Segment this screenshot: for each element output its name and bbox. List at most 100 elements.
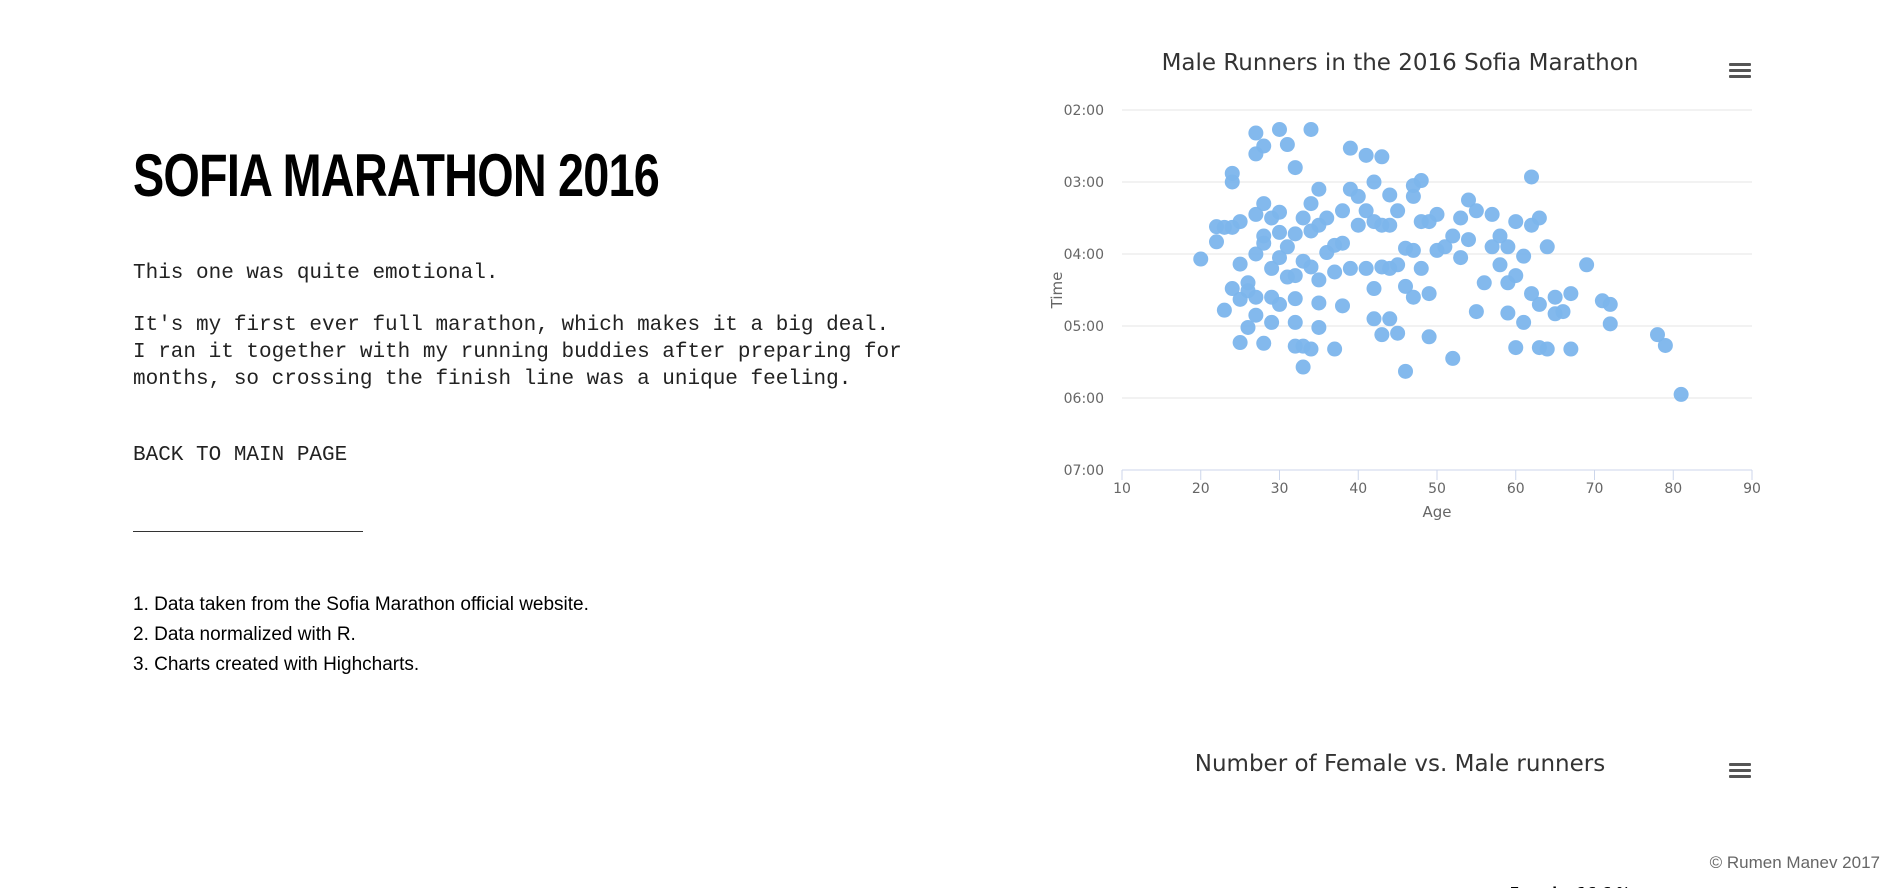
scatter-point [1272, 204, 1287, 220]
scatter-point [1602, 296, 1618, 312]
scatter-point [1405, 289, 1421, 305]
scatter-point [1390, 203, 1406, 219]
scatter-point [1476, 275, 1492, 291]
scatter-point [1256, 335, 1272, 351]
scatter-point [1508, 340, 1524, 356]
scatter-point [1413, 173, 1429, 189]
note-item: 1. Data taken from the Sofia Marathon of… [133, 594, 589, 615]
scatter-point [1539, 341, 1555, 357]
scatter-point [1232, 214, 1248, 230]
y-tick-label: 05:00 [1064, 319, 1104, 335]
scatter-point [1484, 239, 1500, 255]
scatter-point [1311, 295, 1327, 311]
scatter-point [1224, 281, 1240, 297]
scatter-point [1327, 264, 1343, 280]
scatter-point [1335, 235, 1350, 251]
scatter-point [1390, 325, 1406, 341]
x-tick-label: 20 [1192, 481, 1210, 497]
scatter-point [1492, 228, 1508, 244]
scatter-point [1508, 214, 1524, 230]
scatter-point [1335, 203, 1350, 219]
scatter-point [1421, 286, 1437, 302]
scatter-point [1287, 314, 1303, 330]
scatter-point [1366, 174, 1382, 190]
scatter-point [1531, 210, 1547, 226]
scatter-point [1524, 286, 1539, 302]
scatter-point [1390, 257, 1406, 273]
scatter-point [1311, 272, 1327, 288]
chart-menu-icon[interactable] [1729, 763, 1751, 781]
scatter-point [1508, 268, 1524, 284]
scatter-point [1303, 341, 1319, 357]
x-axis-label: Age [1422, 503, 1451, 521]
scatter-point [1492, 257, 1508, 273]
scatter-point [1579, 257, 1595, 273]
scatter-point [1256, 138, 1272, 154]
scatter-point [1272, 224, 1287, 240]
scatter-point [1279, 137, 1295, 153]
y-axis-label: Time [1048, 272, 1066, 310]
back-to-main-link[interactable]: BACK TO MAIN PAGE [133, 444, 348, 467]
scatter-point [1461, 192, 1476, 208]
notes-list: 1. Data taken from the Sofia Marathon of… [133, 590, 589, 680]
scatter-point [1358, 147, 1374, 163]
x-tick-label: 80 [1664, 481, 1682, 497]
divider [133, 531, 363, 532]
x-tick-label: 60 [1507, 481, 1525, 497]
scatter-chart-title: Male Runners in the 2016 Sofia Marathon [1161, 50, 1639, 76]
scatter-point [1429, 206, 1445, 222]
y-tick-label: 07:00 [1064, 463, 1104, 479]
pie-plot-area: Female: 16.6 % [1510, 886, 1631, 888]
scatter-point [1295, 359, 1311, 375]
pie-chart: Number of Female vs. Male runners Female… [1030, 740, 1770, 888]
scatter-point [1413, 260, 1429, 276]
scatter-point [1468, 203, 1484, 219]
note-item: 2. Data normalized with R. [133, 624, 356, 645]
x-tick-label: 40 [1349, 481, 1367, 497]
x-tick-label: 30 [1271, 481, 1289, 497]
scatter-point [1248, 246, 1264, 262]
scatter-point [1193, 251, 1209, 267]
x-tick-label: 50 [1428, 481, 1446, 497]
scatter-point [1311, 319, 1327, 335]
scatter-point [1650, 327, 1665, 343]
scatter-point [1516, 248, 1532, 264]
scatter-point [1303, 259, 1319, 275]
scatter-point [1303, 196, 1319, 212]
scatter-point [1287, 160, 1303, 176]
scatter-point [1468, 304, 1484, 320]
scatter-point [1453, 250, 1469, 266]
scatter-point [1272, 250, 1287, 266]
scatter-point [1398, 363, 1413, 379]
scatter-point [1382, 187, 1398, 203]
scatter-point [1602, 316, 1618, 332]
scatter-point [1405, 188, 1421, 204]
scatter-point [1382, 217, 1398, 233]
scatter-point [1350, 217, 1366, 233]
scatter-point [1500, 239, 1516, 255]
scatter-point [1366, 311, 1382, 327]
scatter-point [1248, 206, 1264, 222]
scatter-point [1547, 289, 1563, 305]
scatter-point [1531, 296, 1547, 312]
scatter-point [1500, 305, 1516, 321]
scatter-point [1327, 341, 1343, 357]
scatter-point [1256, 235, 1272, 251]
scatter-point [1445, 228, 1461, 244]
scatter-point [1287, 268, 1303, 284]
x-tick-label: 70 [1586, 481, 1604, 497]
scatter-point [1256, 196, 1272, 212]
y-tick-label: 03:00 [1064, 175, 1104, 191]
scatter-point [1374, 149, 1390, 165]
chart-menu-icon[interactable] [1729, 63, 1751, 81]
scatter-point [1295, 210, 1311, 226]
x-tick-label: 90 [1743, 481, 1761, 497]
scatter-point [1358, 260, 1374, 276]
scatter-point [1240, 319, 1256, 335]
scatter-point [1272, 121, 1287, 137]
scatter-point [1437, 239, 1453, 255]
scatter-point [1342, 140, 1358, 156]
scatter-point [1279, 239, 1295, 255]
intro-text: This one was quite emotional. [133, 262, 499, 285]
pie-chart-title: Number of Female vs. Male runners [1194, 751, 1606, 777]
